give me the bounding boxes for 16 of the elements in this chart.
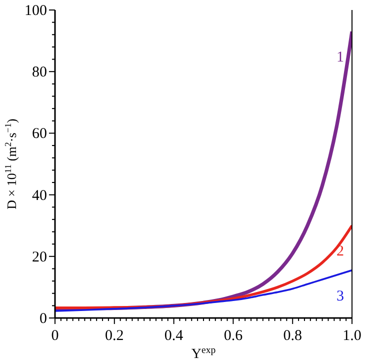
x-tick-label: 0.4 bbox=[164, 328, 184, 344]
x-tick-label: 1.0 bbox=[342, 328, 362, 344]
y-tick-label: 100 bbox=[24, 3, 47, 19]
y-tick-label: 60 bbox=[32, 126, 47, 142]
y-tick-label: 80 bbox=[32, 64, 47, 81]
line-series bbox=[55, 269, 352, 312]
x-tick-label: 0.2 bbox=[105, 328, 124, 344]
series-label: 1 bbox=[336, 50, 344, 66]
y-tick-label: 20 bbox=[32, 249, 47, 266]
series-label: 3 bbox=[336, 288, 344, 304]
x-tick-label: 0.6 bbox=[224, 328, 244, 344]
y-tick-label: 0 bbox=[40, 311, 47, 327]
x-axis-title: Y$^{exp}$ bbox=[191, 344, 216, 362]
x-tick-label: 0 bbox=[51, 328, 59, 344]
y-tick-label: 40 bbox=[32, 188, 47, 204]
x-tick-label: 0.8 bbox=[283, 328, 302, 344]
